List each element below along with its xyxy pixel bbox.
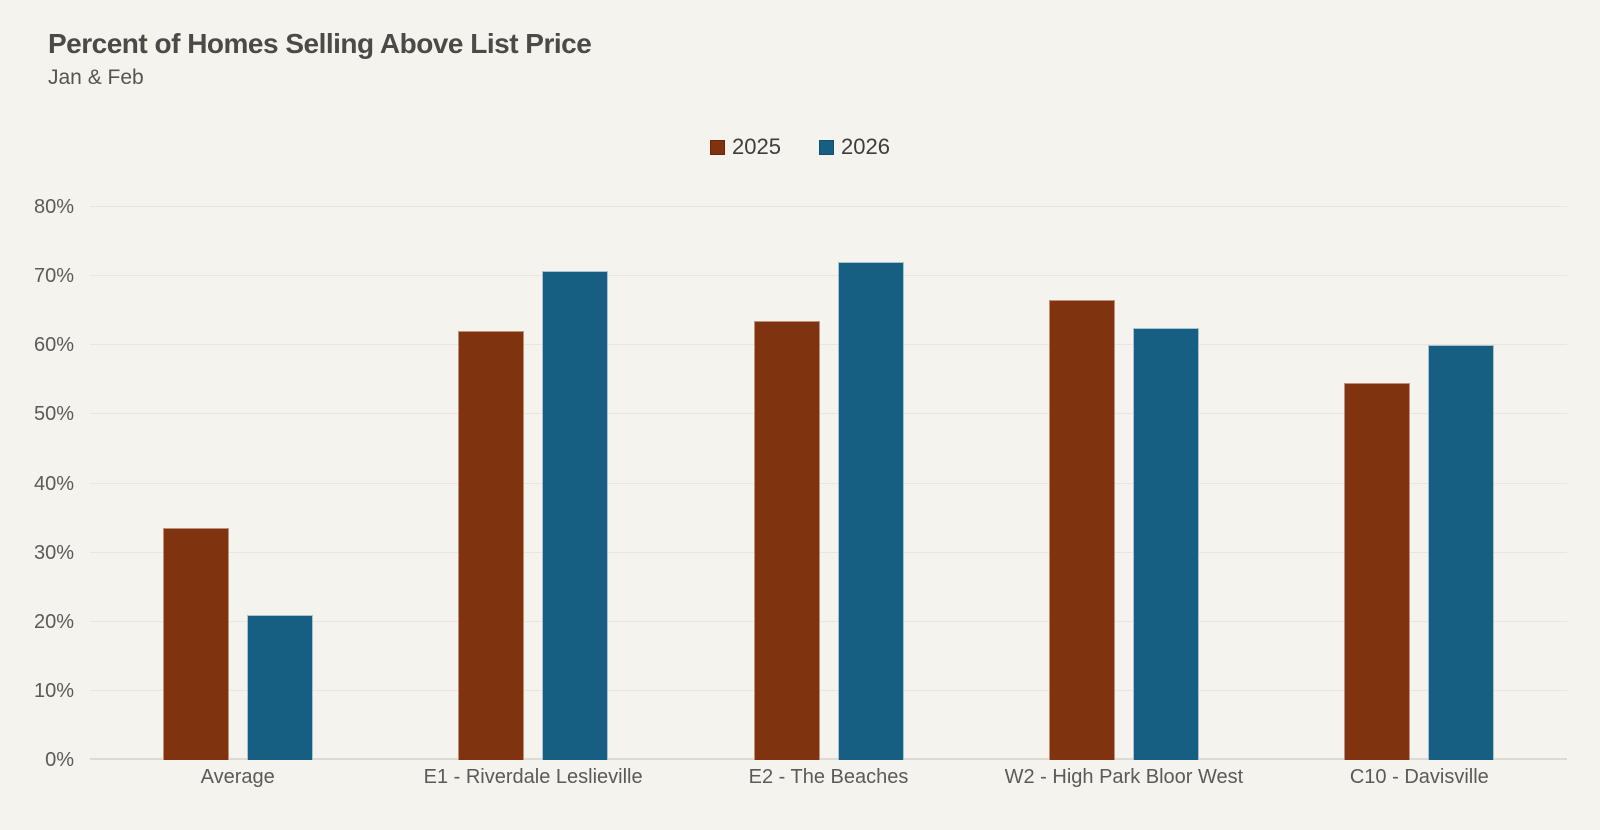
x-tick-label-e1-riverdale-leslieville: E1 - Riverdale Leslieville [423, 766, 643, 788]
y-tick-label-80: 80% [33, 196, 74, 218]
x-tick-label-e2-the-beaches: E2 - The Beaches [748, 766, 909, 788]
chart-title: Percent of Homes Selling Above List Pric… [48, 28, 592, 59]
chart-header: Percent of Homes Selling Above List Pric… [48, 28, 592, 90]
gridline-50 [90, 413, 1567, 415]
bar-2025-e1-riverdale-leslieville [458, 331, 525, 760]
bar-group-1 [90, 207, 385, 760]
y-tick-label-10: 10% [33, 679, 74, 702]
y-tick-label-40: 40% [33, 472, 74, 495]
bar-group-5 [1272, 207, 1567, 760]
bar-2026-c10-davisville [1428, 345, 1495, 760]
y-tick-label-0: 0% [45, 749, 74, 771]
gridline-60 [90, 344, 1567, 346]
legend-label-2025: 2025 [732, 134, 781, 159]
legend-swatch-2025 [710, 139, 726, 155]
x-tick-label-c10-davisville: C10 - Davisville [1349, 766, 1489, 788]
x-axis: Average E1 - Riverdale Leslieville E2 - Th… [90, 766, 1567, 789]
bar-2026-e2-the-beaches [837, 262, 904, 760]
gridline-20 [90, 620, 1567, 622]
y-tick-label-70: 70% [33, 265, 74, 288]
legend-label-2026: 2026 [841, 134, 890, 159]
bar-2025-w2-high-park-bloor-west [1048, 300, 1115, 760]
y-tick-label-20: 20% [33, 610, 74, 633]
bar-2026-average [246, 614, 313, 760]
plot-area [90, 206, 1567, 760]
bar-2025-e2-the-beaches [753, 321, 820, 760]
y-tick-label-60: 60% [33, 334, 74, 357]
bar-2026-w2-high-park-bloor-west [1132, 327, 1199, 760]
gridline-40 [90, 482, 1567, 484]
gridline-0 [90, 758, 1567, 760]
bar-groups [90, 207, 1567, 760]
gridline-70 [90, 275, 1567, 277]
bar-2025-average [162, 528, 229, 760]
bar-group-4 [976, 207, 1271, 760]
gridline-30 [90, 551, 1567, 553]
bar-2025-c10-davisville [1344, 383, 1411, 760]
gridline-80 [90, 206, 1567, 207]
legend-swatch-2026 [819, 139, 834, 155]
chart-subtitle: Jan & Feb [48, 66, 144, 90]
legend: 2025 2026 [0, 134, 1600, 160]
legend-item-2026: 2026 [819, 134, 890, 160]
legend-item-2025: 2025 [710, 134, 781, 160]
gridline-10 [90, 689, 1567, 691]
x-tick-label-average: Average [200, 766, 275, 788]
y-tick-label-30: 30% [33, 541, 74, 564]
bar-2026-e1-riverdale-leslieville [542, 270, 609, 760]
bar-group-2 [385, 207, 680, 760]
bar-group-3 [681, 207, 976, 760]
y-tick-label-50: 50% [33, 403, 74, 426]
x-tick-label-w2-high-park-bloor-west: W2 - High Park Bloor West [1004, 766, 1244, 788]
